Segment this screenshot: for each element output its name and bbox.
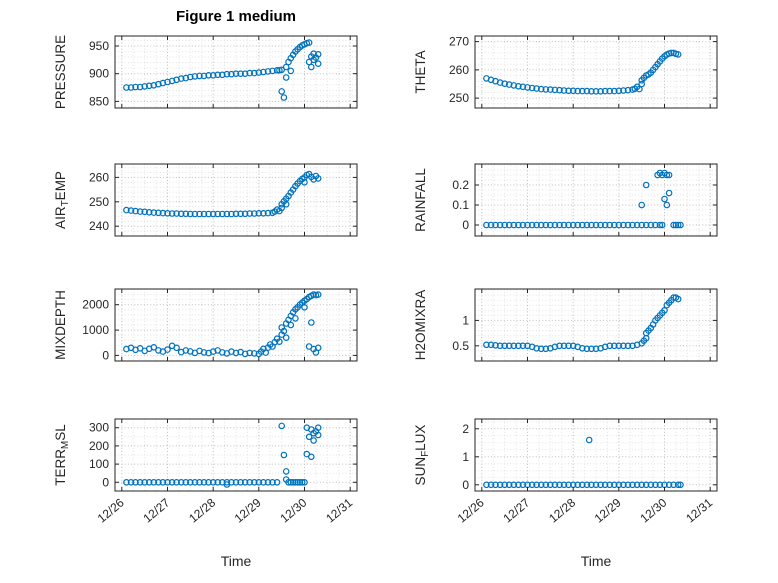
- rainfall-plot: 0 0.1 0.2 RAINFALL: [413, 163, 718, 237]
- subplot-mixdepth: 0 1000 2000 MIXDEPTH: [53, 283, 363, 415]
- y-axis-label: RAINFALL: [413, 168, 428, 232]
- subplot-pressure: 850 900 950 PRESSURE: [53, 30, 363, 162]
- x-tick-label: 12/30: [277, 495, 309, 525]
- subplot-air-temp: 240 250 260 AIRTEMP: [53, 158, 363, 290]
- x-tick-label: 12/27: [140, 495, 172, 525]
- y-tick-label: 260: [449, 63, 469, 77]
- x-tick-label: 12/30: [637, 495, 669, 525]
- x-tick-label: 12/27: [500, 495, 532, 525]
- subplot-h2omixra: 0.5 1 H2OMIXRA: [413, 283, 723, 415]
- y-tick-label: 850: [89, 94, 109, 108]
- x-tick-label: 12/31: [323, 495, 355, 525]
- x-tick-label: 12/31: [683, 495, 715, 525]
- y-axis-label: SUNFLUX: [413, 425, 431, 486]
- y-tick-label: 250: [89, 195, 109, 209]
- subplot-terr-msl: 0 100 200 300 12/26 12/27 12/28 12/29 12/30 12/31…: [53, 413, 363, 545]
- y-tick-label: 0: [462, 218, 469, 232]
- y-tick-label: 250: [449, 91, 469, 105]
- pressure-plot: 850 900 950 PRESSURE: [53, 35, 358, 109]
- theta-plot: 250 260 270 THETA: [413, 35, 718, 109]
- y-tick-label: 0.2: [452, 178, 469, 192]
- y-tick-label: 100: [89, 457, 109, 471]
- x-tick-label: 12/26: [95, 495, 127, 525]
- y-tick-label: 300: [89, 421, 109, 435]
- y-tick-label: 200: [89, 439, 109, 453]
- x-tick-label: 12/29: [592, 495, 624, 525]
- y-axis-label: MIXDEPTH: [53, 290, 68, 360]
- y-tick-label: 270: [449, 35, 469, 49]
- y-tick-label: 1000: [82, 323, 109, 337]
- subplot-theta: 250 260 270 THETA: [413, 30, 723, 162]
- y-tick-label: 2: [462, 422, 469, 436]
- y-tick-label: 0: [102, 475, 109, 489]
- y-axis-label: PRESSURE: [53, 35, 68, 109]
- h2omixra-plot: 0.5 1 H2OMIXRA: [413, 288, 718, 362]
- y-axis-label: THETA: [413, 50, 428, 93]
- subplot-rainfall: 0 0.1 0.2 RAINFALL: [413, 158, 723, 290]
- x-tick-label: 12/28: [546, 495, 578, 525]
- y-tick-label: 0: [462, 478, 469, 492]
- xlabel-time-left: Time: [220, 553, 252, 569]
- y-tick-label: 0.1: [452, 198, 469, 212]
- air-temp-plot: 240 250 260 AIRTEMP: [53, 163, 358, 237]
- mixdepth-plot: 0 1000 2000 MIXDEPTH: [53, 288, 358, 362]
- y-tick-label: 240: [89, 219, 109, 233]
- y-axis-label: TERRMSL: [53, 424, 71, 486]
- y-tick-label: 1: [462, 313, 469, 327]
- x-tick-label: 12/29: [232, 495, 264, 525]
- subplot-sun-flux: 0 1 2 12/26 12/27 12/28 12/29 12/30 12/31 SUNFLUX: [413, 413, 723, 545]
- y-axis-label: H2OMIXRA: [413, 290, 428, 361]
- sun-flux-plot: 0 1 2 12/26 12/27 12/28 12/29 12/30 12/31 SUNFLUX: [413, 418, 718, 526]
- y-axis-label: AIRTEMP: [53, 171, 71, 229]
- y-tick-label: 900: [89, 67, 109, 81]
- y-tick-label: 1: [462, 450, 469, 464]
- xlabel-time-right: Time: [580, 553, 612, 569]
- x-tick-label: 12/28: [186, 495, 218, 525]
- terr-msl-plot: 0 100 200 300 12/26 12/27 12/28 12/29 12/30 12/31…: [53, 418, 358, 526]
- x-tick-label: 12/26: [455, 495, 487, 525]
- figure-title: Figure 1 medium: [175, 8, 297, 25]
- y-tick-label: 2000: [82, 298, 109, 312]
- y-tick-label: 260: [89, 170, 109, 184]
- y-tick-label: 950: [89, 39, 109, 53]
- y-tick-label: 0: [102, 348, 109, 362]
- y-tick-label: 0.5: [452, 339, 469, 353]
